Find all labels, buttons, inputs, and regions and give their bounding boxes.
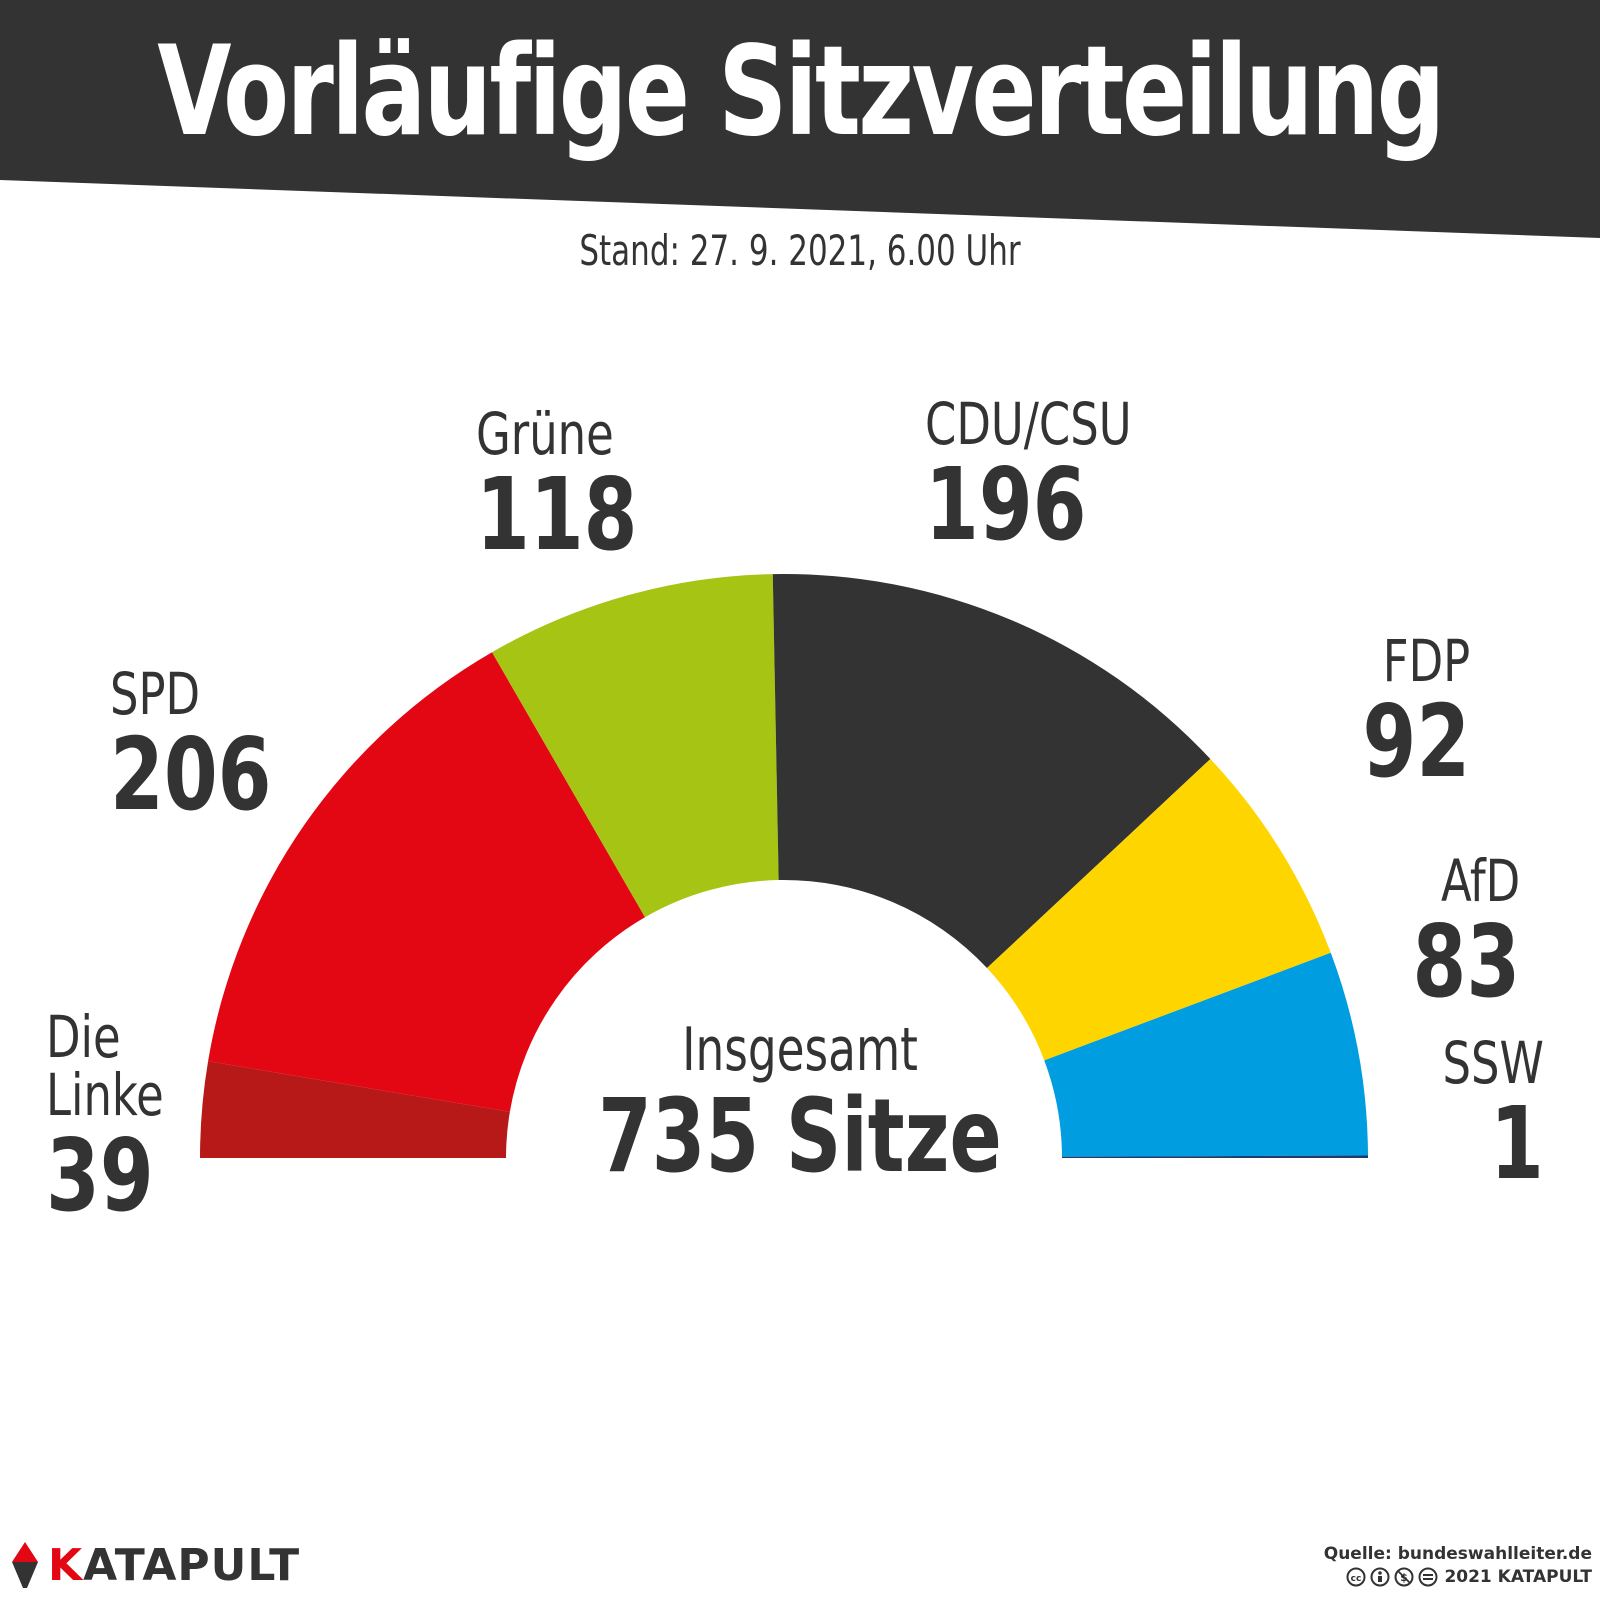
party-name: AfD — [1440, 847, 1520, 915]
party-name: SPD — [110, 660, 201, 728]
copyright-line: cc $ 2021 KATAPULT — [1324, 1566, 1592, 1589]
party-name: SSW — [1442, 1029, 1544, 1097]
label-spd: SPD 206 — [110, 665, 298, 825]
slice-die-linke — [200, 1061, 510, 1158]
katapult-logo: KATAPULT — [8, 1540, 300, 1591]
seat-count: 196 — [925, 446, 1087, 563]
logo-first-letter: K — [48, 1539, 84, 1591]
party-name: Die — [46, 1003, 121, 1071]
source-text: Quelle: bundeswahlleiter.de — [1323, 1544, 1592, 1564]
source-credit: Quelle: bundeswahlleiter.de cc $ 2021 KA… — [1324, 1543, 1592, 1589]
slice-ssw — [1061, 1155, 1368, 1158]
total-value: 735 Sitze — [598, 1077, 1002, 1196]
label-gruene: Grüne 118 — [476, 405, 664, 565]
slice-gr-ne — [492, 574, 779, 918]
seat-count: 118 — [476, 456, 638, 573]
label-cdu-csu: CDU/CSU 196 — [925, 395, 1165, 555]
svg-text:cc: cc — [1351, 1574, 1362, 1584]
party-name: Grüne — [476, 400, 614, 468]
party-name: CDU/CSU — [925, 390, 1132, 458]
seat-count: 39 — [46, 1117, 154, 1234]
total-label: Insgesamt — [682, 1015, 918, 1085]
total-seats: Insgesamt 735 Sitze — [545, 1020, 1055, 1188]
catapult-scoop-icon — [12, 1542, 38, 1588]
label-ssw: SSW 1 — [1426, 1034, 1544, 1194]
seat-count: 1 — [1490, 1085, 1544, 1202]
logo-wordmark: KATAPULT — [48, 1540, 300, 1591]
slice-afd — [1044, 952, 1368, 1157]
slice-cdu-csu — [772, 574, 1211, 969]
title-banner — [0, 0, 1600, 238]
slice-spd — [208, 652, 645, 1112]
label-fdp: FDP 92 — [1345, 632, 1470, 792]
creative-commons-icon: cc $ — [1346, 1567, 1438, 1587]
label-afd: AfD 83 — [1395, 852, 1520, 1012]
party-name: FDP — [1382, 627, 1470, 695]
copyright-text: 2021 KATAPULT — [1444, 1566, 1592, 1587]
logo-rest: ATAPULT — [83, 1539, 301, 1591]
seat-count: 92 — [1362, 683, 1470, 800]
slice-fdp — [986, 758, 1331, 1061]
party-name: Linke — [46, 1061, 164, 1129]
page-title: Vorläufige Sitzverteilung — [157, 20, 1445, 164]
page-subtitle: Stand: 27. 9. 2021, 6.00 Uhr — [579, 226, 1021, 275]
seat-count: 206 — [110, 716, 272, 833]
label-die-linke: Die Linke 39 — [46, 1008, 183, 1226]
seat-count: 83 — [1412, 903, 1520, 1020]
